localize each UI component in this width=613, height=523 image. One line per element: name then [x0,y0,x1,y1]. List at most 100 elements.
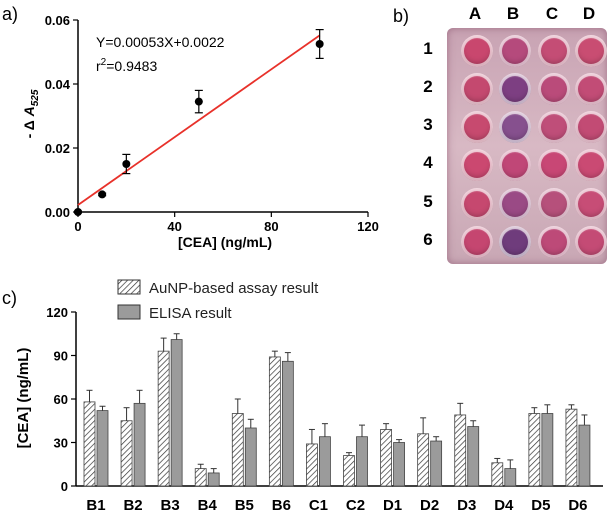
elisa-bar [430,440,443,487]
plate-well [499,226,531,258]
plate-well [499,35,531,67]
calibration-point [98,190,107,199]
plate-well [575,35,607,67]
calibration-point [194,97,203,106]
plate-well [575,149,607,181]
plate-row-label: 1 [423,39,433,58]
calibration-y-tick-label: 0.04 [45,77,71,92]
plate-column-label: D [582,4,596,23]
bar-chart-category-label: B5 [235,497,254,514]
calibration-point [315,40,324,48]
bar-chart-category-label: D4 [494,497,514,514]
bar-chart-y-axis-title: [CEA] (ng/mL) [15,348,32,449]
calibration-r2: r2=0.9483 [96,57,157,74]
aunp-bar [306,443,318,487]
elisa-bar [133,402,146,487]
plate-well [461,73,493,105]
bar-chart-category-label: B6 [272,497,291,514]
elisa-bar [96,410,109,487]
calibration-points [74,29,324,216]
plate-well [461,35,493,67]
plate-well [538,188,570,220]
plate-well [538,73,570,105]
bar-chart-bars [83,333,591,487]
plate-well [575,188,607,220]
bar-chart-y-tick-label: 0 [61,479,68,494]
plate-well [461,111,493,143]
calibration-axes: 0 40 80 120 0.00 0.02 0.04 0.06 [45,13,379,234]
aunp-bar [194,468,207,487]
elisa-bar [356,436,368,487]
plate-column-label: A [468,4,482,23]
calibration-y-tick-label: 0.00 [45,205,70,220]
calibration-y-tick-label: 0.02 [45,141,70,156]
calibration-equation: Y=0.00053X+0.0022 [96,34,225,50]
elisa-bar [467,426,480,487]
plate-well [538,149,570,181]
elisa-bar [504,468,517,487]
aunp-bar [231,413,244,487]
plate-row-label: 2 [423,77,433,96]
calibration-fit-line [77,34,321,206]
plate-row-label: 3 [423,115,433,134]
well-plate [447,28,607,264]
bar-chart-category-label: D5 [531,497,550,514]
aunp-bar [157,350,170,487]
bar-chart-category-label: C2 [346,497,365,514]
calibration-x-tick-label: 40 [167,219,181,234]
bar-chart-y-tick-label: 30 [54,436,68,451]
bar-chart-category-label: B4 [198,497,218,514]
plate-well [461,188,493,220]
plate-well [575,226,607,258]
bar-chart-legend: AuNP-based assay result ELISA result [117,279,319,322]
calibration-x-tick-label: 80 [264,219,278,234]
bar-chart-category-label: C1 [309,497,328,514]
plate-well [461,149,493,181]
legend-swatch-elisa [117,304,141,320]
bar-chart-category-label: B3 [161,497,180,514]
bar-chart-category-label: D2 [420,497,439,514]
plate-row-label: 5 [423,192,433,211]
aunp-bar [380,429,392,487]
elisa-bar [207,472,220,487]
calibration-point [122,160,131,168]
aunp-bar [343,455,355,487]
plate-well [575,73,607,105]
elisa-bar [319,436,331,487]
calibration-point [74,208,82,216]
plate-well [538,226,570,258]
legend-swatch-aunp [117,279,141,295]
legend-label-aunp: AuNP-based assay result [149,280,319,297]
plate-well [499,73,531,105]
calibration-y-tick-label: 0.06 [45,13,70,28]
plate-well [499,188,531,220]
bar-chart-category-label: D6 [568,497,587,514]
aunp-bar [528,413,541,487]
panel-label-b: b) [393,6,410,26]
elisa-bar [578,424,591,487]
calibration-fit [77,34,321,206]
aunp-bar [120,420,133,487]
panel-label-c: c) [2,288,17,308]
aunp-bar [417,433,430,487]
bar-chart-category-label: B1 [86,497,105,514]
calibration-x-axis-title: [CEA] (ng/mL) [178,234,272,250]
aunp-bar [268,356,281,487]
aunp-bar [565,408,578,487]
bar-chart-y-tick-label: 60 [54,392,68,407]
elisa-bar [393,442,405,487]
plate-well [538,111,570,143]
plate-well [499,111,531,143]
bar-chart-category-label: D3 [457,497,476,514]
plate-well [575,111,607,143]
elisa-bar [281,360,294,487]
calibration-y-axis-title: - Δ A525 [21,89,41,138]
aunp-bar [83,401,96,487]
elisa-bar [170,339,183,487]
bar-chart-category-label: D1 [383,497,402,514]
plate-well [461,226,493,258]
bar-chart-axes: 0 30 60 90 120 B1 B2 B3 B4 B5 B6 C1 C2 D1 D2 D3 D4 D5 D6 [46,305,603,514]
plate-well [538,35,570,67]
calibration-x-tick-label: 0 [74,219,81,234]
plate-column-label: B [506,4,520,23]
